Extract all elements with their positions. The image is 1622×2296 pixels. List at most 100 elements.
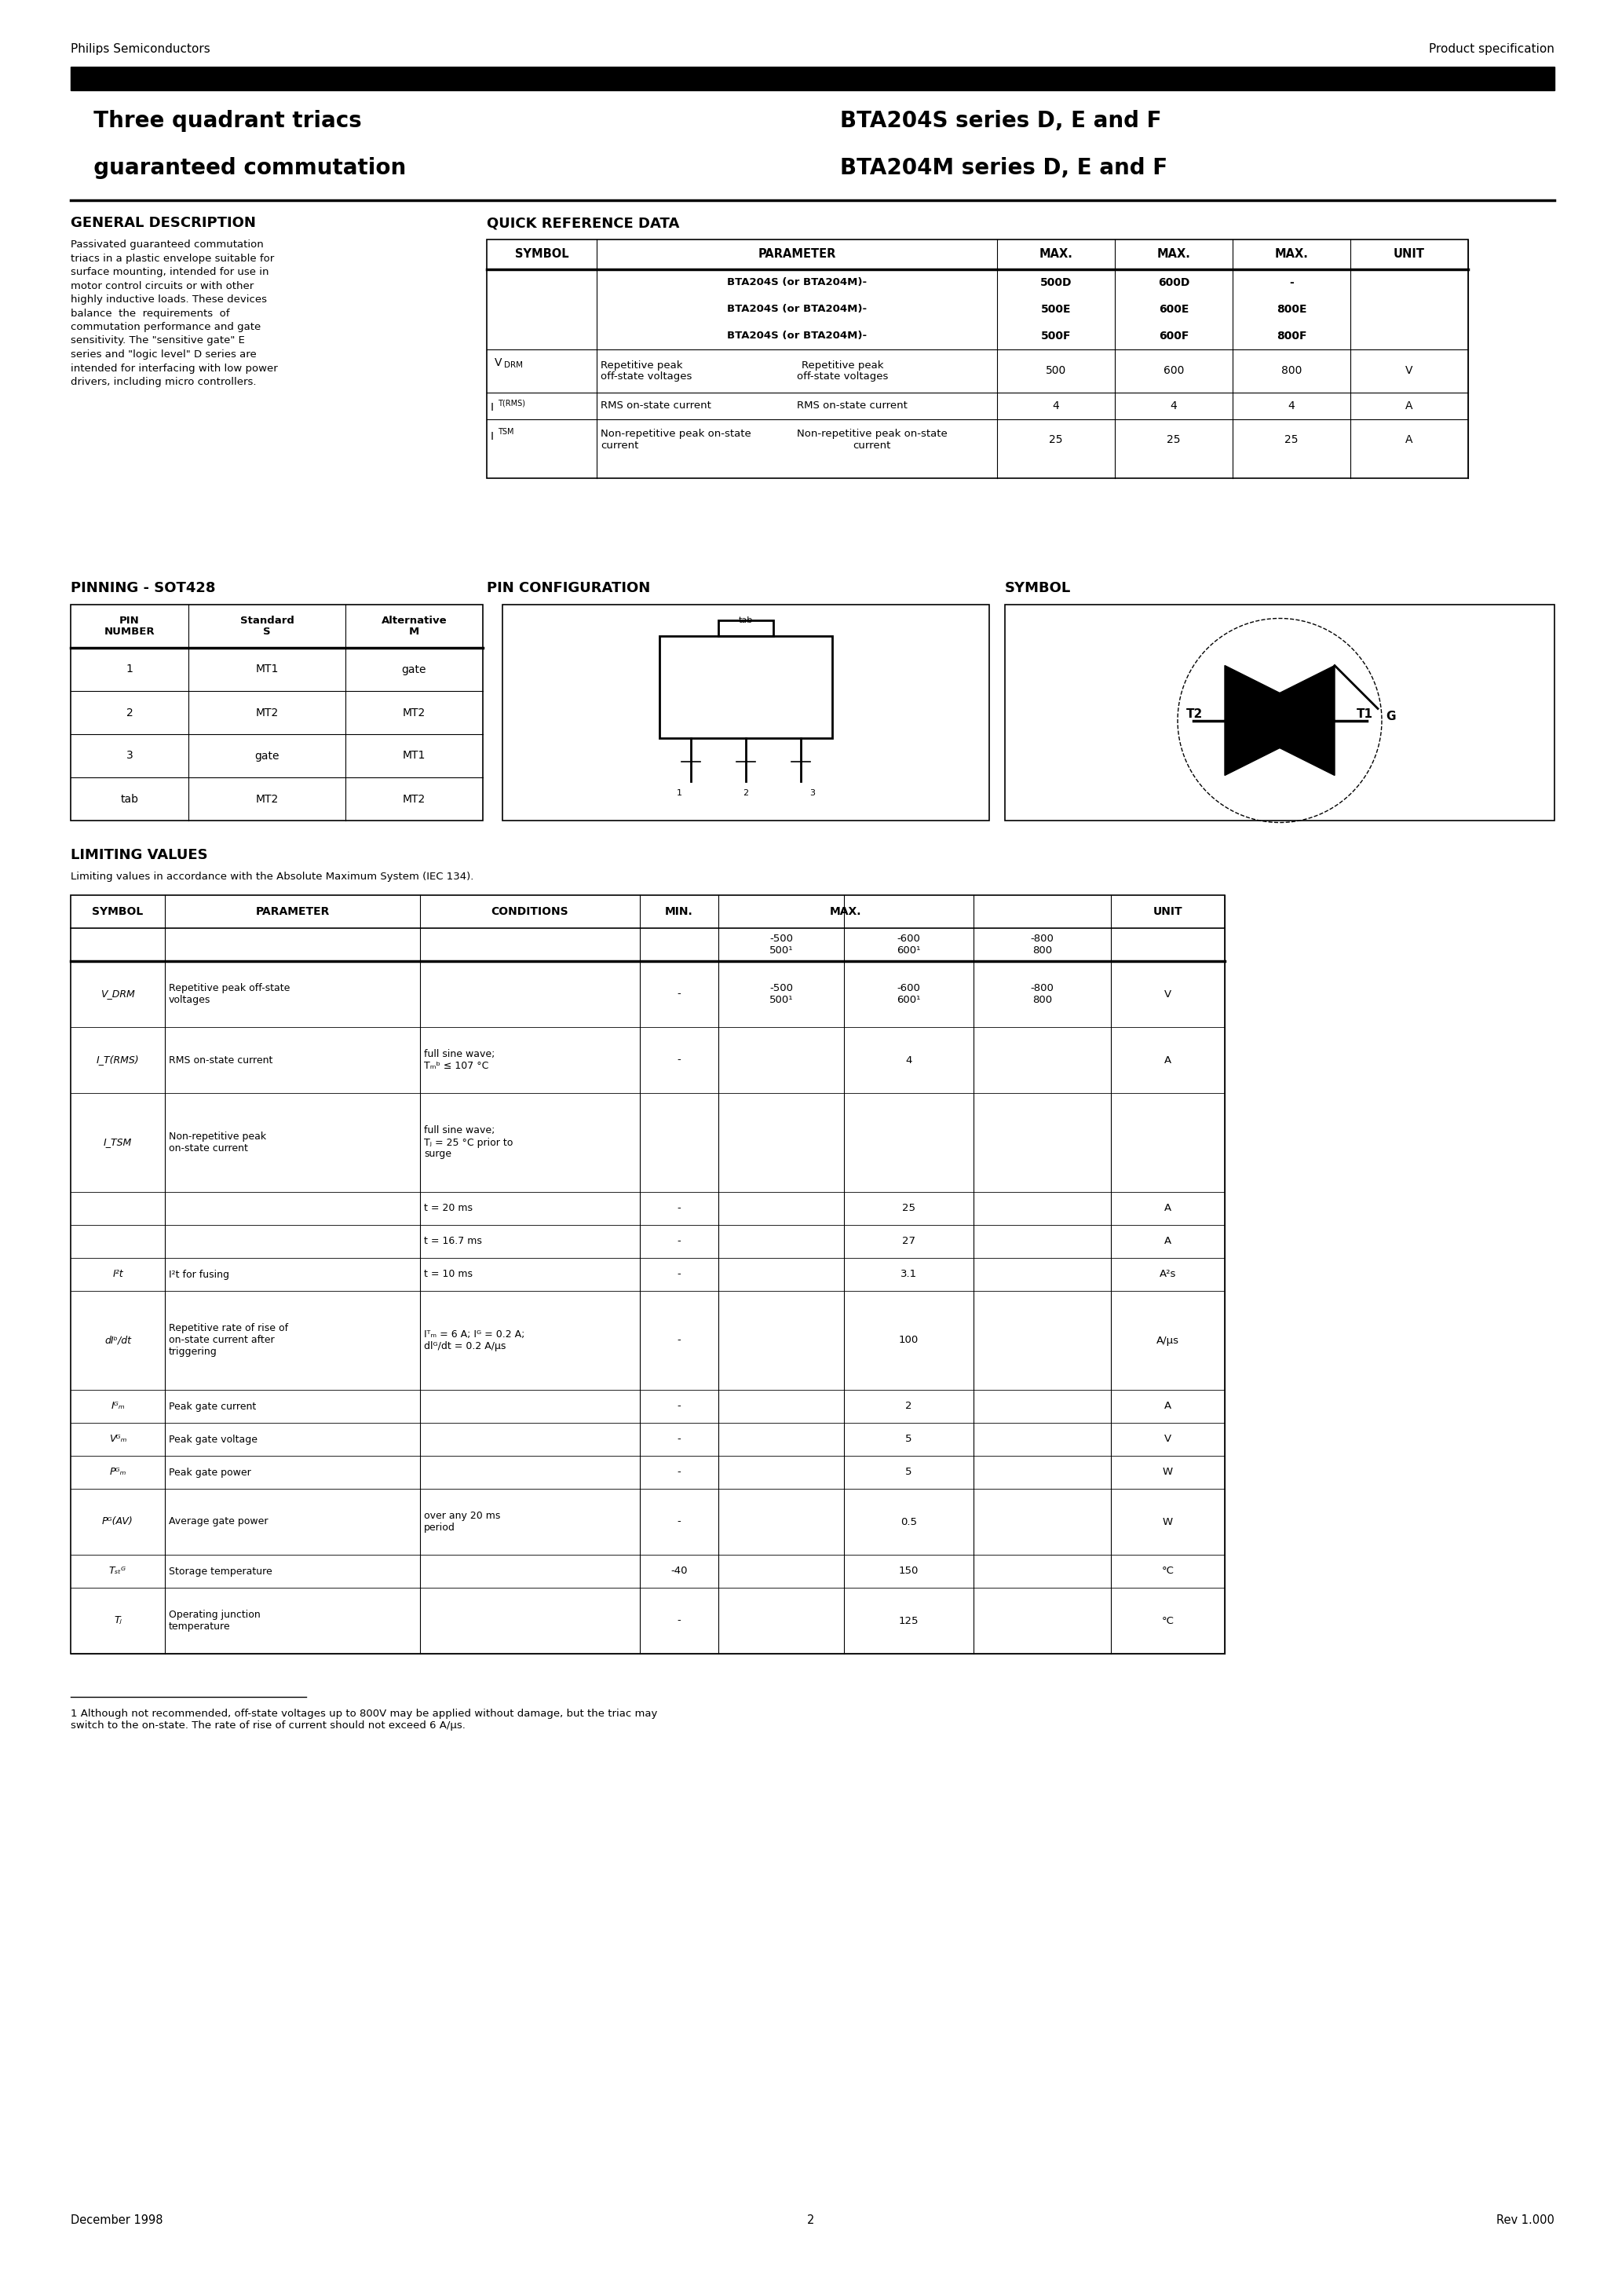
Text: 1: 1 — [127, 664, 133, 675]
Text: MIN.: MIN. — [665, 907, 693, 916]
Text: Peak gate power: Peak gate power — [169, 1467, 251, 1476]
Text: Repetitive peak
off-state voltages: Repetitive peak off-state voltages — [796, 360, 889, 381]
Text: CONDITIONS: CONDITIONS — [491, 907, 569, 916]
Text: -: - — [678, 1401, 681, 1412]
Text: 500: 500 — [1046, 365, 1066, 377]
Text: Tₛₜᴳ: Tₛₜᴳ — [109, 1566, 127, 1577]
Text: -: - — [678, 1518, 681, 1527]
Text: I²t for fusing: I²t for fusing — [169, 1270, 229, 1279]
Text: -600
600¹: -600 600¹ — [897, 983, 921, 1006]
Text: -: - — [678, 1270, 681, 1279]
Text: guaranteed commutation: guaranteed commutation — [78, 156, 406, 179]
Text: SYMBOL: SYMBOL — [514, 248, 569, 259]
Text: 600F: 600F — [1158, 331, 1189, 342]
Text: BTA204S (or BTA204M)-: BTA204S (or BTA204M)- — [727, 305, 866, 315]
Polygon shape — [1225, 666, 1335, 776]
Text: 1 Although not recommended, off-state voltages up to 800V may be applied without: 1 Although not recommended, off-state vo… — [71, 1708, 657, 1731]
Text: Rev 1.000: Rev 1.000 — [1497, 2213, 1554, 2227]
Text: 5: 5 — [905, 1435, 912, 1444]
Text: 600: 600 — [1163, 365, 1184, 377]
Text: Product specification: Product specification — [1429, 44, 1554, 55]
Text: I_TSM: I_TSM — [104, 1137, 131, 1148]
Text: Repetitive peak off-state
voltages: Repetitive peak off-state voltages — [169, 983, 290, 1006]
Text: gate: gate — [402, 664, 427, 675]
Text: over any 20 ms
period: over any 20 ms period — [423, 1511, 501, 1534]
Text: Repetitive peak
off-state voltages: Repetitive peak off-state voltages — [600, 360, 693, 381]
Text: full sine wave;
Tₘᵇ ≤ 107 °C: full sine wave; Tₘᵇ ≤ 107 °C — [423, 1049, 495, 1070]
Text: -: - — [678, 1054, 681, 1065]
Text: -800
800: -800 800 — [1030, 983, 1054, 1006]
Text: W: W — [1163, 1467, 1173, 1476]
Text: Passivated guaranteed commutation
triacs in a plastic envelope suitable for
surf: Passivated guaranteed commutation triacs… — [71, 239, 277, 388]
Text: 500D: 500D — [1040, 278, 1072, 289]
Text: 4: 4 — [1053, 400, 1059, 411]
Text: Average gate power: Average gate power — [169, 1518, 268, 1527]
Text: PIN CONFIGURATION: PIN CONFIGURATION — [487, 581, 650, 595]
Text: LIMITING VALUES: LIMITING VALUES — [71, 847, 208, 863]
Text: QUICK REFERENCE DATA: QUICK REFERENCE DATA — [487, 216, 680, 230]
Text: V: V — [1406, 365, 1413, 377]
Bar — [503, 604, 989, 820]
Text: -: - — [678, 1235, 681, 1247]
Text: G: G — [1385, 712, 1395, 723]
Text: A: A — [1165, 1054, 1171, 1065]
Text: 2: 2 — [808, 2213, 814, 2227]
Text: °C: °C — [1161, 1616, 1174, 1626]
Text: MAX.: MAX. — [1040, 248, 1072, 259]
Text: 3.1: 3.1 — [900, 1270, 916, 1279]
Text: -: - — [678, 1616, 681, 1626]
Text: MT1: MT1 — [255, 664, 279, 675]
Text: 4: 4 — [1288, 400, 1294, 411]
Text: Peak gate voltage: Peak gate voltage — [169, 1435, 258, 1444]
Text: BTA204S series D, E and F: BTA204S series D, E and F — [840, 110, 1161, 131]
Text: V: V — [495, 358, 503, 367]
Text: Peak gate current: Peak gate current — [169, 1401, 256, 1412]
Text: -: - — [1289, 278, 1294, 289]
Text: Philips Semiconductors: Philips Semiconductors — [71, 44, 211, 55]
Text: Tⱼ: Tⱼ — [114, 1616, 122, 1626]
Text: T(RMS): T(RMS) — [498, 400, 526, 406]
Text: BTA204S (or BTA204M)-: BTA204S (or BTA204M)- — [727, 278, 866, 287]
Text: V_DRM: V_DRM — [101, 990, 135, 999]
Text: MT2: MT2 — [255, 707, 279, 719]
Text: 5: 5 — [905, 1467, 912, 1476]
Text: MT1: MT1 — [402, 751, 425, 762]
Text: MT2: MT2 — [255, 794, 279, 804]
Text: I_T(RMS): I_T(RMS) — [96, 1054, 139, 1065]
Text: 25: 25 — [1166, 434, 1181, 445]
Text: full sine wave;
Tⱼ = 25 °C prior to
surge: full sine wave; Tⱼ = 25 °C prior to surg… — [423, 1125, 513, 1159]
Text: 3: 3 — [127, 751, 133, 762]
Text: A: A — [1406, 400, 1413, 411]
Text: A/μs: A/μs — [1156, 1336, 1179, 1345]
Text: 4: 4 — [905, 1054, 912, 1065]
Text: 150: 150 — [899, 1566, 918, 1577]
Text: -800
800: -800 800 — [1030, 934, 1054, 955]
Text: PARAMETER: PARAMETER — [757, 248, 835, 259]
Text: RMS on-state current: RMS on-state current — [169, 1054, 272, 1065]
Text: -: - — [678, 990, 681, 999]
Polygon shape — [1225, 666, 1335, 776]
Text: Alternative
M: Alternative M — [381, 615, 448, 638]
Text: MAX.: MAX. — [1275, 248, 1309, 259]
Text: -: - — [678, 1336, 681, 1345]
Text: PARAMETER: PARAMETER — [255, 907, 329, 916]
Text: °C: °C — [1161, 1566, 1174, 1577]
Text: Pᴳ(AV): Pᴳ(AV) — [102, 1518, 133, 1527]
Text: V: V — [1165, 1435, 1171, 1444]
Text: -: - — [678, 1435, 681, 1444]
Bar — [660, 636, 832, 737]
Text: MT2: MT2 — [402, 707, 425, 719]
Text: 600D: 600D — [1158, 278, 1189, 289]
Bar — [1006, 604, 1554, 820]
Text: TSM: TSM — [498, 427, 514, 436]
Text: 800E: 800E — [1277, 303, 1307, 315]
Text: tab: tab — [120, 794, 138, 804]
Text: I²t: I²t — [112, 1270, 123, 1279]
Text: December 1998: December 1998 — [71, 2213, 162, 2227]
Text: T2: T2 — [1186, 709, 1204, 721]
Text: 4: 4 — [1171, 400, 1178, 411]
Text: 500F: 500F — [1041, 331, 1071, 342]
Text: I: I — [491, 402, 493, 413]
Text: 25: 25 — [1285, 434, 1298, 445]
Text: Iᵀₘ = 6 A; Iᴳ = 0.2 A;
dlᴳ/dt = 0.2 A/μs: Iᵀₘ = 6 A; Iᴳ = 0.2 A; dlᴳ/dt = 0.2 A/μs — [423, 1329, 526, 1352]
